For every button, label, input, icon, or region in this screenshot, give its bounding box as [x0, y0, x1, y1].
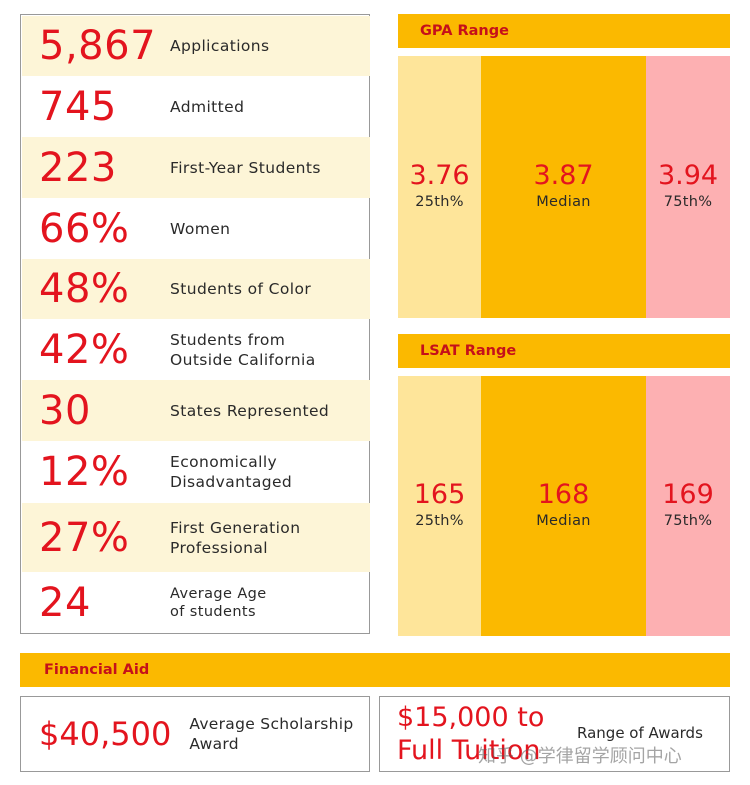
stat-label: Admitted — [170, 97, 245, 116]
stat-value: 24 — [39, 579, 91, 626]
lsat-median-label: Median — [536, 513, 591, 529]
gpa-25th-label: 25th% — [415, 194, 464, 210]
lsat-range-header: LSAT Range — [398, 334, 730, 368]
stat-row: 42% Students from Outside California — [22, 319, 370, 380]
gpa-25th-cell: 3.76 25th% — [398, 56, 481, 318]
stat-row: 24 Average Age of students — [22, 572, 370, 633]
watermark: 知乎 @学律留学顾问中心 — [478, 746, 682, 767]
stat-value: 66% — [39, 205, 130, 252]
gpa-75th-label: 75th% — [663, 194, 713, 210]
lsat-median-cell: 168 Median — [481, 376, 646, 636]
lsat-25th-label: 25th% — [415, 513, 464, 529]
stat-row: 30 States Represented — [22, 380, 370, 441]
stat-value: 223 — [39, 144, 117, 191]
award-range-label: Range of Awards — [577, 723, 703, 742]
gpa-75th-cell: 3.94 75th% — [646, 56, 730, 318]
lsat-25th-value: 165 — [413, 479, 466, 510]
gpa-median-value: 3.87 — [533, 160, 594, 191]
gpa-range-panel: 3.76 25th% 3.87 Median 3.94 75th% — [398, 56, 730, 318]
gpa-75th-value: 3.94 — [657, 160, 719, 191]
admissions-stats-panel: 5,867 Applications 745 Admitted 223 Firs… — [20, 14, 370, 634]
average-scholarship-box: $40,500 Average Scholarship Award — [20, 696, 370, 772]
stat-row: 745 Admitted — [22, 76, 370, 137]
lsat-75th-cell: 169 75th% — [646, 376, 730, 636]
stat-label: Average Age of students — [170, 585, 267, 620]
stat-row: 27% First Generation Professional — [22, 503, 370, 572]
lsat-75th-value: 169 — [662, 479, 714, 510]
award-range-amount: $15,000 to Full Tuition — [397, 702, 545, 766]
stat-label: Students of Color — [170, 280, 312, 298]
award-range-box: $15,000 to Full Tuition Range of Awards — [379, 696, 730, 772]
stat-row: 223 First-Year Students — [22, 137, 370, 198]
financial-aid-header: Financial Aid — [20, 653, 730, 687]
gpa-range-header: GPA Range — [398, 14, 730, 48]
stat-value: 12% — [39, 449, 130, 495]
lsat-range-panel: 165 25th% 168 Median 169 75th% — [398, 376, 730, 636]
stat-value: 30 — [39, 387, 91, 434]
stat-value: 48% — [39, 266, 130, 312]
stat-value: 42% — [39, 326, 130, 373]
stat-label: Economically Disadvantaged — [170, 453, 293, 491]
gpa-median-label: Median — [536, 194, 591, 210]
lsat-75th-label: 75th% — [663, 513, 713, 529]
average-scholarship-label: Average Scholarship Award — [189, 715, 354, 753]
gpa-median-cell: 3.87 Median — [481, 56, 646, 318]
stat-label: Women — [170, 219, 231, 238]
stat-row: 5,867 Applications — [22, 16, 370, 76]
stat-label: States Represented — [170, 401, 330, 420]
lsat-25th-cell: 165 25th% — [398, 376, 481, 636]
stat-label: Students from Outside California — [170, 330, 316, 369]
stat-label: First-Year Students — [170, 158, 321, 177]
gpa-25th-value: 3.76 — [409, 160, 470, 191]
stat-value: 745 — [39, 83, 117, 130]
stat-value: 27% — [39, 514, 130, 561]
stat-row: 66% Women — [22, 198, 370, 259]
average-scholarship-amount: $40,500 — [39, 715, 172, 753]
stat-label: Applications — [170, 37, 270, 55]
stat-label: First Generation Professional — [170, 518, 301, 557]
stat-row: 12% Economically Disadvantaged — [22, 441, 370, 503]
stat-row: 48% Students of Color — [22, 259, 370, 319]
lsat-median-value: 168 — [537, 479, 590, 510]
stat-value: 5,867 — [39, 23, 157, 69]
